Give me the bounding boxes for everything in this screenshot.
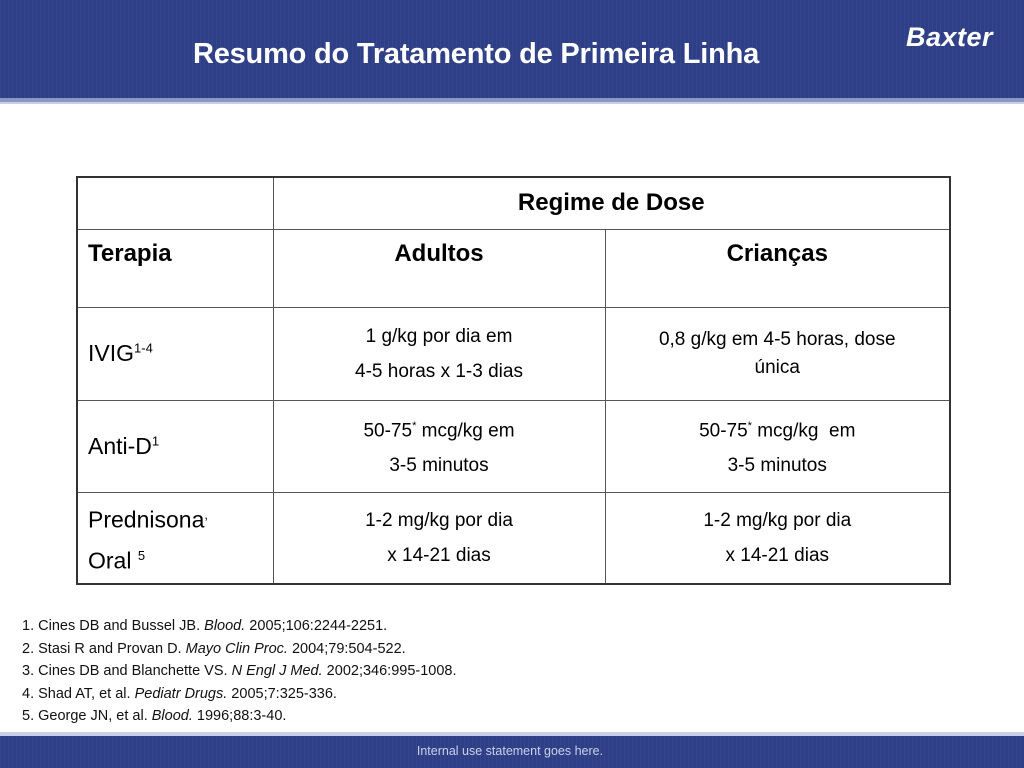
prednisona-children-dose: 1-2 mg/kg por dia x 14-21 dias [604, 491, 951, 585]
reference-citation: 2002;346:995-1008. [322, 663, 457, 679]
therapy-name: Prednisona [88, 506, 205, 533]
table-header-row-group: Regime de Dose [76, 176, 951, 230]
baxter-logo: Baxter [905, 22, 993, 52]
dose-line: 50-75* mcg/kg em [274, 409, 605, 448]
dose-line: 50-75* mcg/kg em [606, 409, 950, 448]
header-divider-light [0, 102, 1024, 104]
dose-line: 3-5 minutos [389, 455, 489, 477]
therapy-line: Oral 5 [88, 538, 273, 579]
therapy-ivig: IVIG1-4 [76, 306, 274, 401]
therapy-ref: 1 [151, 432, 160, 448]
reference-journal: N Engl J Med. [231, 663, 323, 679]
header-divider [0, 98, 1024, 102]
dose-unit: mcg/kg em [416, 420, 515, 442]
reference-authors: 5. George JN, et al. [22, 708, 152, 724]
reference-journal: Mayo Clin Proc. [185, 640, 288, 657]
therapy-column-header: Terapia [76, 228, 274, 308]
dose-line: 1-2 mg/kg por dia [365, 509, 513, 531]
dose-line: 4-5 horas x 1-3 dias [355, 360, 523, 382]
dose-regimen-header: Regime de Dose [272, 176, 951, 230]
therapy-route: Oral [88, 547, 138, 574]
footer-statement: Internal use statement goes here. [416, 744, 604, 758]
reference-item: 4. Shad AT, et al. Pediatr Drugs. 2005;7… [22, 683, 457, 706]
reference-item: 1. Cines DB and Bussel JB. Blood. 2005;1… [22, 615, 457, 638]
reference-citation: 2004;79:504-522. [287, 640, 406, 657]
reference-item: 5. George JN, et al. Blood. 1996;88:3-40… [22, 705, 457, 728]
reference-authors: 4. Shad AT, et al. [22, 685, 135, 702]
reference-citation: 2005;7:325-336. [227, 685, 337, 702]
reference-citation: 2005;106:2244-2251. [245, 618, 388, 634]
therapy-ref: 5 [137, 547, 146, 563]
dose-line: 3-5 minutos [727, 455, 827, 477]
table-row: Prednisona, Oral 5 1-2 mg/kg por dia x 1… [76, 491, 951, 585]
reference-authors: 3. Cines DB and Blanchette VS. [22, 663, 232, 679]
ivig-children-dose: 0,8 g/kg em 4-5 horas, dose única [604, 306, 951, 401]
table-header-row-columns: Terapia Adultos Crianças [76, 228, 951, 308]
dose-unit: mcg/kg em [751, 420, 856, 442]
table-row: Anti-D1 50-75* mcg/kg em 3-5 minutos 50-… [76, 399, 951, 493]
dose-line: x 14-21 dias [725, 544, 830, 566]
reference-authors: 1. Cines DB and Bussel JB. [22, 618, 205, 634]
empty-header-cell [76, 176, 274, 230]
ivig-adults-dose: 1 g/kg por dia em 4-5 horas x 1-3 dias [272, 306, 606, 401]
therapy-name: Anti-D [88, 432, 152, 459]
dose-line: 0,8 g/kg em 4-5 horas, dose [658, 328, 896, 350]
dose-line: 1 g/kg por dia em [365, 325, 513, 347]
reference-authors: 2. Stasi R and Provan D. [22, 640, 186, 657]
slide-title: Resumo do Tratamento de Primeira Linha [192, 38, 760, 70]
therapy-ref: 1-4 [134, 340, 153, 356]
dose-line: x 14-21 dias [387, 544, 491, 566]
footer-band [0, 736, 1024, 768]
dose-regimen-table: Regime de Dose Terapia Adultos Crianças … [76, 176, 952, 585]
reference-citation: 1996;88:3-40. [192, 708, 287, 724]
therapy-ref: , [204, 507, 208, 523]
reference-journal: Blood. [204, 618, 246, 634]
reference-journal: Blood. [151, 708, 193, 724]
dose-line: 1-2 mg/kg por dia [703, 509, 852, 531]
anti-d-children-dose: 50-75* mcg/kg em 3-5 minutos [604, 399, 951, 493]
reference-item: 2. Stasi R and Provan D. Mayo Clin Proc.… [22, 638, 457, 661]
reference-journal: Pediatr Drugs. [134, 685, 228, 702]
adults-column-header: Adultos [272, 228, 606, 308]
asterisk-note: * [747, 419, 752, 432]
therapy-line: Prednisona, [88, 497, 273, 538]
asterisk-note: * [412, 419, 417, 432]
therapy-prednisona-oral: Prednisona, Oral 5 [76, 491, 274, 585]
header-band [0, 0, 1024, 98]
children-column-header: Crianças [604, 228, 951, 308]
footer-divider [0, 732, 1024, 736]
therapy-name: IVIG [88, 340, 135, 366]
anti-d-adults-dose: 50-75* mcg/kg em 3-5 minutos [272, 399, 606, 493]
dose-line: única [754, 356, 800, 378]
references-list: 1. Cines DB and Bussel JB. Blood. 2005;1… [22, 615, 457, 728]
dose-value: 50-75 [363, 420, 413, 442]
therapy-anti-d: Anti-D1 [76, 399, 274, 493]
prednisona-adults-dose: 1-2 mg/kg por dia x 14-21 dias [272, 491, 606, 585]
table-row: IVIG1-4 1 g/kg por dia em 4-5 horas x 1-… [76, 306, 951, 401]
reference-item: 3. Cines DB and Blanchette VS. N Engl J … [22, 660, 457, 683]
dose-value: 50-75 [699, 420, 748, 442]
